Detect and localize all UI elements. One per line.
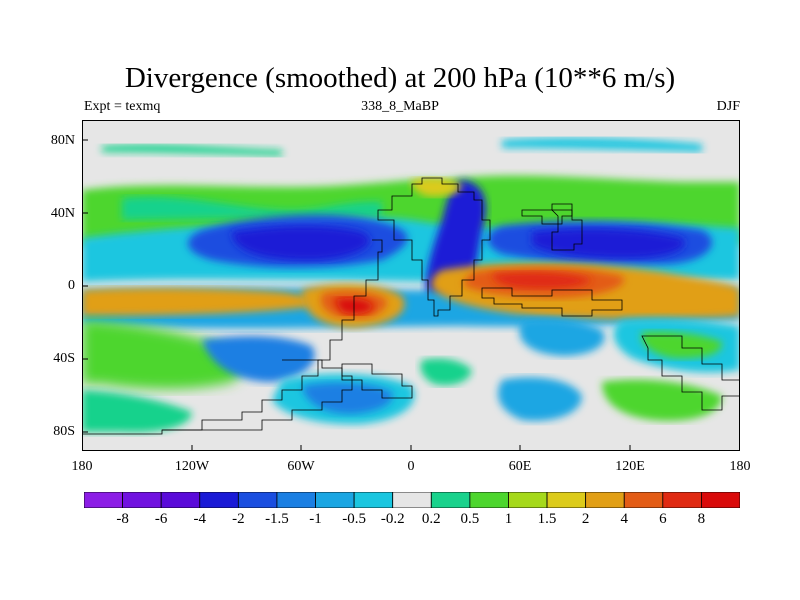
colorbar-box <box>469 492 509 508</box>
x-tick-0: 0 <box>407 459 415 474</box>
colorbar-label: 6 <box>659 511 667 527</box>
x-tick-120w: 120W <box>174 459 210 474</box>
colorbar-box <box>276 492 316 508</box>
x-tick-180e: 180 <box>729 459 751 474</box>
colorbar-box <box>160 492 201 508</box>
colorbar-label: 2 <box>581 511 590 527</box>
colorbar-label: -0.2 <box>380 511 405 527</box>
colorbar-label: 1 <box>504 511 513 527</box>
colorbar-label: 8 <box>697 511 706 527</box>
run-label: 338_8_MaBP <box>361 99 439 114</box>
colorbar-box <box>392 492 432 508</box>
colorbar-label: -1.5 <box>265 511 289 527</box>
colorbar-label: 4 <box>620 511 628 527</box>
y-tick-40n: 40N <box>50 206 75 221</box>
x-tick-60e: 60E <box>508 459 532 474</box>
colorbar-label: 1.5 <box>537 511 557 527</box>
colorbar-box <box>662 492 702 508</box>
y-tick-40s: 40S <box>53 351 75 366</box>
divergence-contours <box>82 137 740 433</box>
colorbar-box <box>315 492 355 508</box>
colorbar-label: 0.2 <box>421 511 441 527</box>
divergence-map <box>82 120 740 451</box>
experiment-label: Expt = texmq <box>84 99 161 114</box>
colorbar-box <box>84 492 123 508</box>
colorbar-label: -0.5 <box>342 511 366 527</box>
y-tick-80n: 80N <box>50 133 75 148</box>
x-tick-180w: 180 <box>71 459 93 474</box>
colorbar-box <box>585 492 625 508</box>
colorbar-box <box>701 492 740 508</box>
colorbar-label: -6 <box>154 511 168 527</box>
season-label: DJF <box>716 99 740 114</box>
y-tick-80s: 80S <box>53 424 75 439</box>
colorbar-box <box>199 492 239 508</box>
colorbar-label: -8 <box>116 511 129 527</box>
y-tick-eq: 0 <box>68 278 75 293</box>
colorbar-label: -2 <box>232 511 245 527</box>
colorbar <box>84 492 740 508</box>
x-tick-60w: 60W <box>287 459 315 474</box>
colorbar-label: 0.5 <box>460 511 480 527</box>
x-tick-120e: 120E <box>615 459 645 474</box>
colorbar-box <box>623 492 664 508</box>
colorbar-label: -4 <box>193 511 207 527</box>
colorbar-box <box>508 492 548 508</box>
continent-outlines <box>82 177 740 435</box>
plot-title: Divergence (smoothed) at 200 hPa (10**6 … <box>124 62 676 94</box>
colorbar-label: -1 <box>309 511 322 527</box>
colorbar-box <box>353 492 394 508</box>
axis-ticks <box>82 139 631 451</box>
colorbar-box <box>546 492 587 508</box>
colorbar-box <box>237 492 278 508</box>
colorbar-box <box>122 492 162 508</box>
colorbar-box <box>430 492 471 508</box>
